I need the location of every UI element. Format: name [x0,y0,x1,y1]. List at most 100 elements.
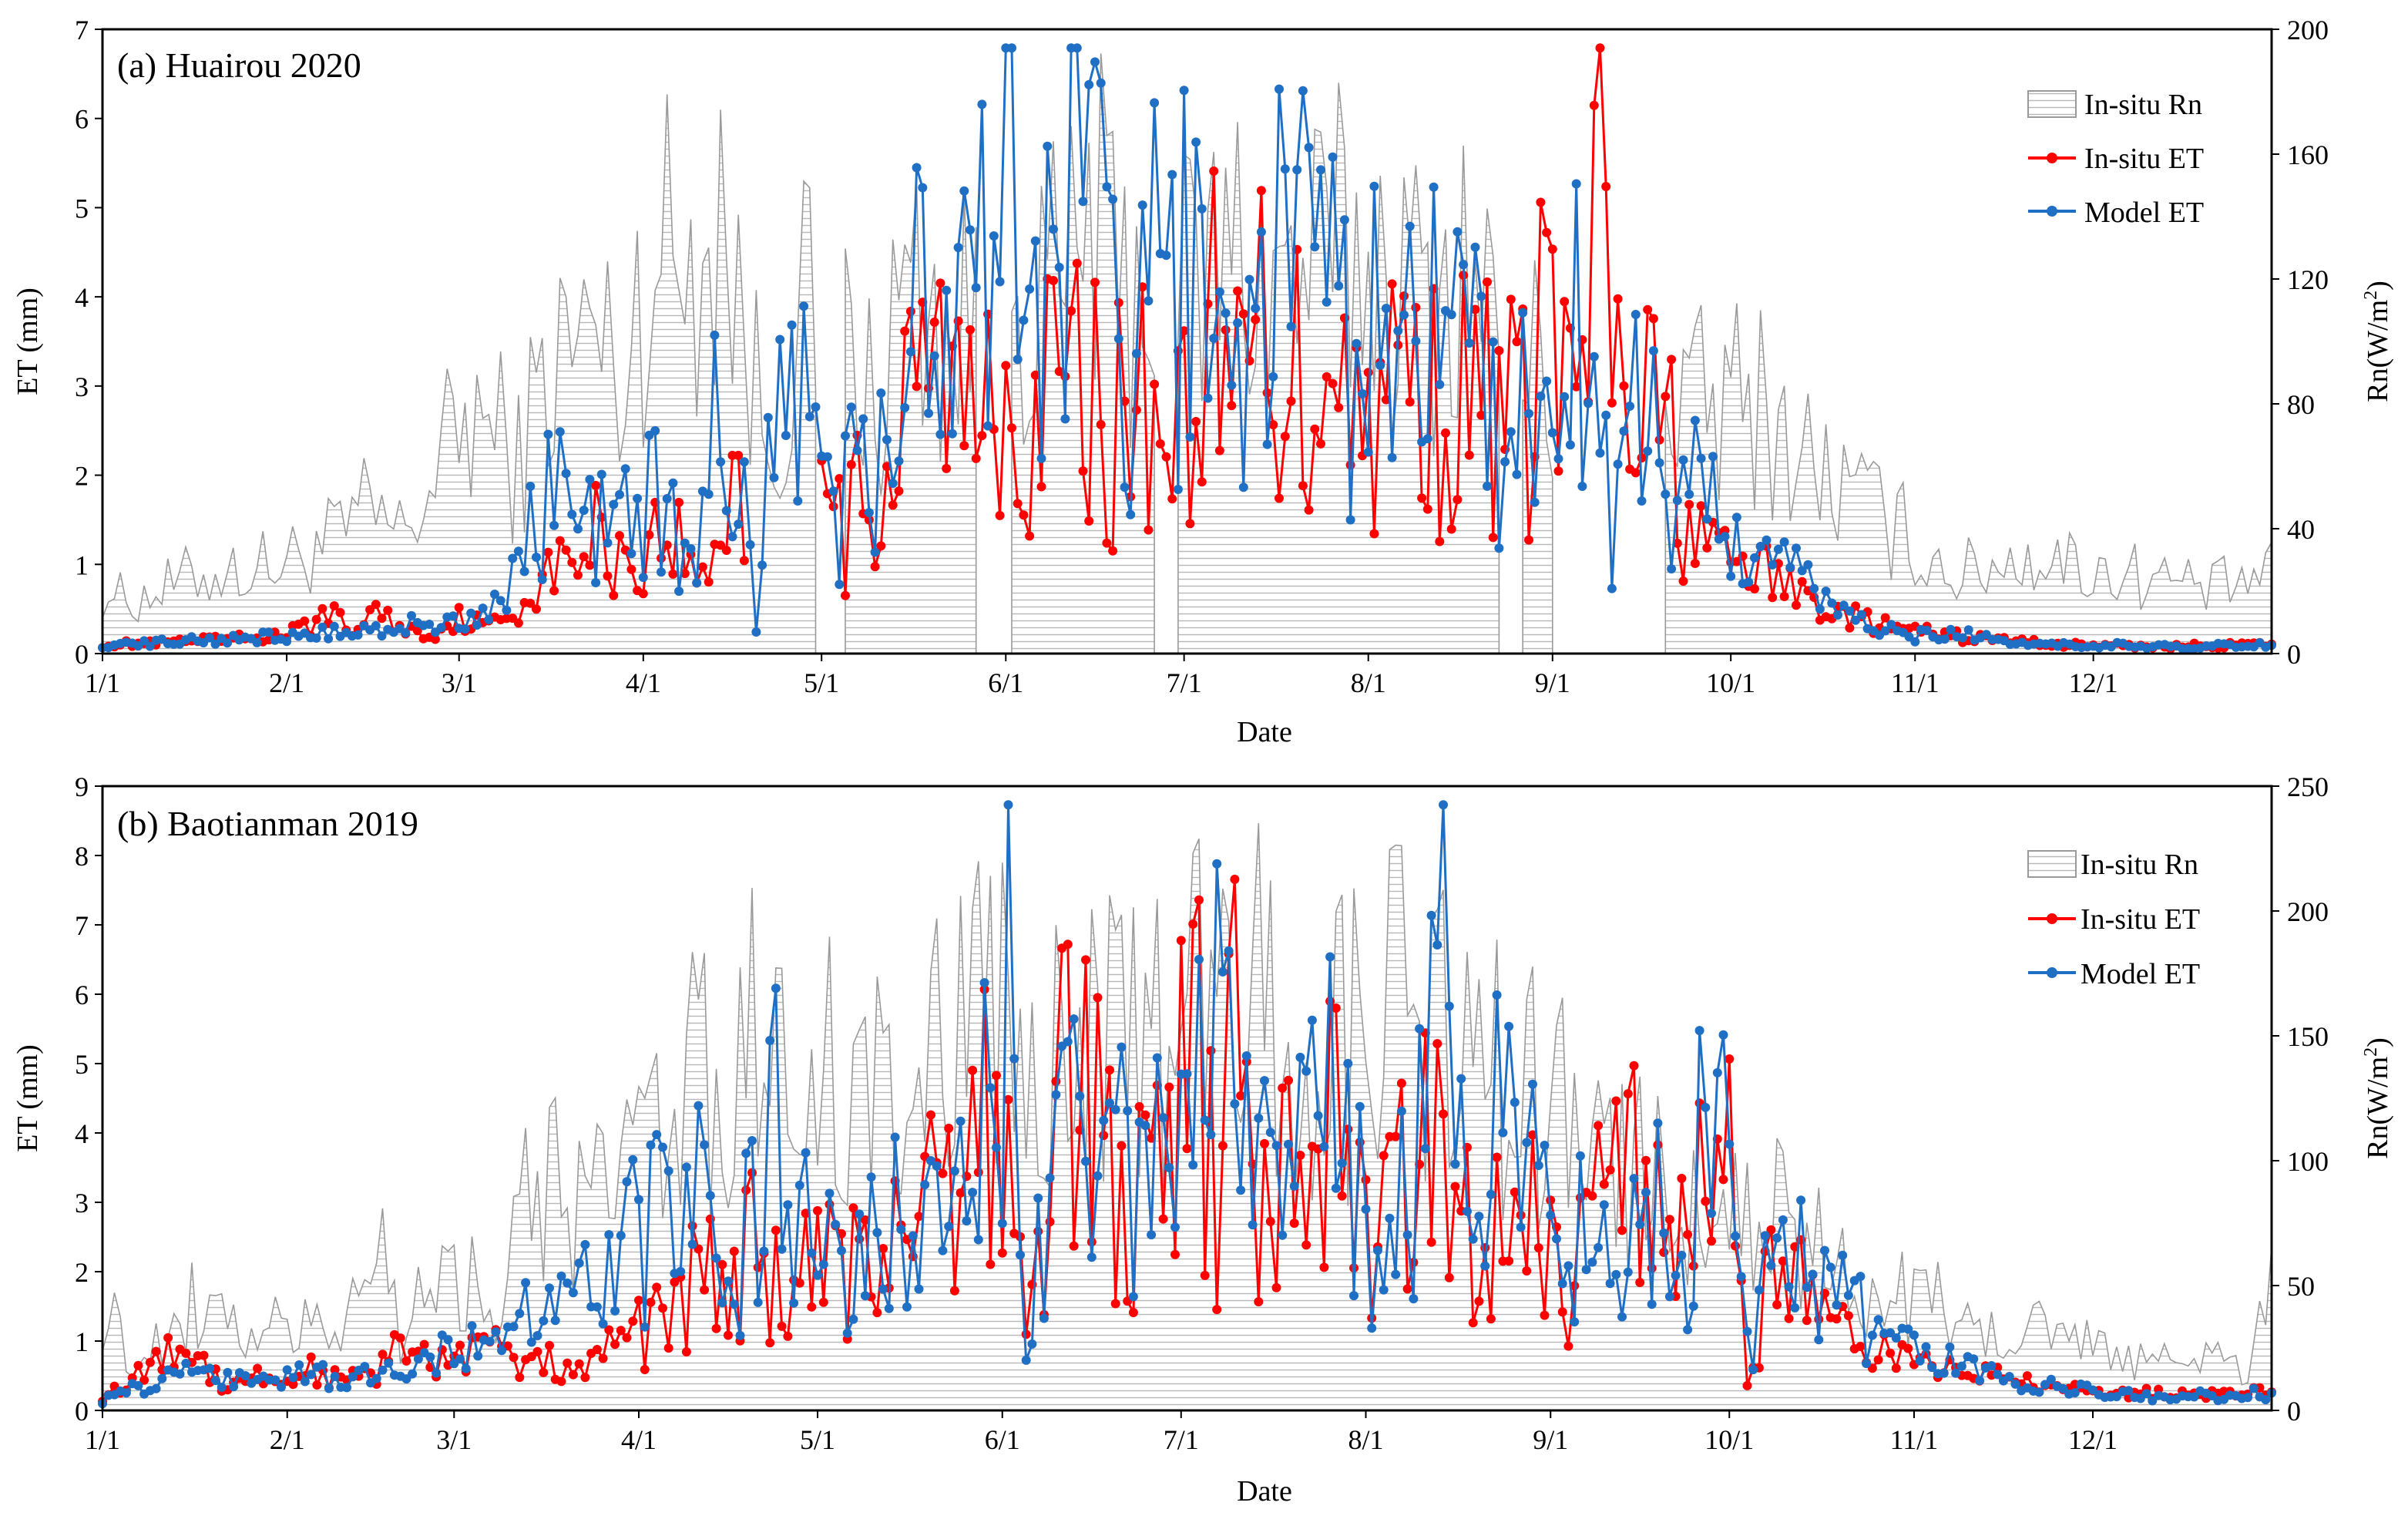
model-et-point [1310,242,1320,252]
model-et-point [1808,1269,1818,1279]
model-et-point [1188,1160,1198,1170]
model-et-point [1856,1272,1866,1282]
model-et-point [277,1382,286,1392]
model-et-point [1784,1282,1794,1292]
model-et-point [1209,334,1219,343]
model-et-point [478,603,488,613]
model-et-point [1331,1183,1341,1193]
insitu-et-point [626,564,636,574]
insitu-et-point [615,531,624,540]
insitu-et-point [1504,1256,1514,1266]
insitu-et-point [1254,1297,1264,1306]
y-tick-label: 2 [75,461,89,492]
insitu-et-point [813,1205,822,1215]
insitu-et-point [997,1248,1007,1258]
insitu-et-point [1337,1191,1347,1201]
insitu-et-point [1672,538,1682,548]
model-et-point [1951,1368,1961,1378]
model-et-point [884,1303,894,1313]
chart-title-b: (b) Baotianman 2019 [117,804,418,843]
insitu-et-point [807,1302,817,1312]
model-et-point [1432,940,1442,950]
insitu-et-point [1167,494,1177,504]
x-tick-label: 8/1 [1348,1424,1383,1455]
insitu-et-point [1560,297,1570,307]
model-et-point [1009,1054,1019,1064]
model-et-point [1643,446,1653,456]
model-et-point [1946,624,1956,634]
model-et-point [787,320,797,330]
model-et-point [1131,348,1141,358]
model-et-point [1927,1363,1937,1373]
model-et-point [543,429,553,439]
insitu-et-point [1191,417,1201,426]
model-et-point [979,978,989,988]
model-et-point [1619,426,1629,436]
model-et-point [1182,1069,1192,1079]
model-et-point [1922,626,1932,635]
model-et-point [1439,800,1448,810]
model-et-point [466,608,476,618]
insitu-et-point [1450,1182,1460,1192]
y-tick-label: 1 [75,1326,89,1357]
model-et-point [1385,1213,1395,1223]
insitu-et-point [944,1124,954,1133]
insitu-et-point [765,1338,775,1348]
insitu-et-point [1230,874,1240,884]
y-tick-label: 4 [75,1118,89,1149]
model-et-point [692,578,702,588]
model-et-point [1185,432,1195,442]
model-et-point [1843,1290,1853,1300]
insitu-et-point [914,1212,924,1222]
insitu-et-point [1492,1152,1502,1162]
model-et-point [1096,78,1106,88]
insitu-et-point [973,1168,983,1178]
model-et-point [932,1161,942,1171]
insitu-et-point [300,616,310,626]
insitu-et-point [1563,1341,1573,1351]
model-et-point [716,457,726,467]
model-et-point [1140,1121,1150,1131]
model-et-point [223,1367,233,1377]
model-et-point [1236,1185,1246,1195]
model-et-point [318,1360,328,1370]
model-et-point [282,1365,292,1375]
model-et-point [1033,1193,1043,1203]
x-tick-label: 3/1 [442,667,477,698]
insitu-et-point [1641,1155,1651,1165]
insitu-et-point [1696,501,1706,511]
model-et-point [1742,1326,1752,1336]
y2-axis-label-b: Rn(W/m2) [2361,1037,2394,1159]
model-et-point [240,1371,250,1380]
model-et-point [1557,1279,1567,1289]
rn-area [102,94,817,654]
model-et-point [926,1156,935,1165]
model-et-point [1584,398,1594,408]
legend-rn-label-b: In-situ Rn [2081,849,2198,881]
model-et-point [650,425,660,435]
model-et-point [1343,1058,1353,1068]
insitu-et-point [1725,1054,1735,1064]
model-et-point [1352,338,1362,348]
model-et-point [739,457,749,467]
y2-tick-label: 160 [2287,139,2329,170]
model-et-point [1510,1098,1520,1108]
insitu-et-point [1113,297,1123,308]
insitu-et-point [638,589,648,599]
model-et-point [1856,610,1866,620]
model-et-point [1785,563,1795,573]
insitu-et-point [1030,370,1040,380]
model-et-point [519,566,529,576]
model-et-point [1334,281,1344,291]
model-et-point [1506,427,1516,437]
insitu-et-point [658,1303,667,1313]
model-et-point [777,1244,787,1254]
insitu-et-point [1886,1348,1896,1358]
insitu-et-point [1185,519,1195,529]
model-et-point [1540,1141,1550,1150]
x-tick-label: 5/1 [800,1424,835,1455]
model-et-point [1654,458,1664,468]
model-et-point [1402,1230,1412,1240]
model-et-point [1528,1079,1537,1089]
